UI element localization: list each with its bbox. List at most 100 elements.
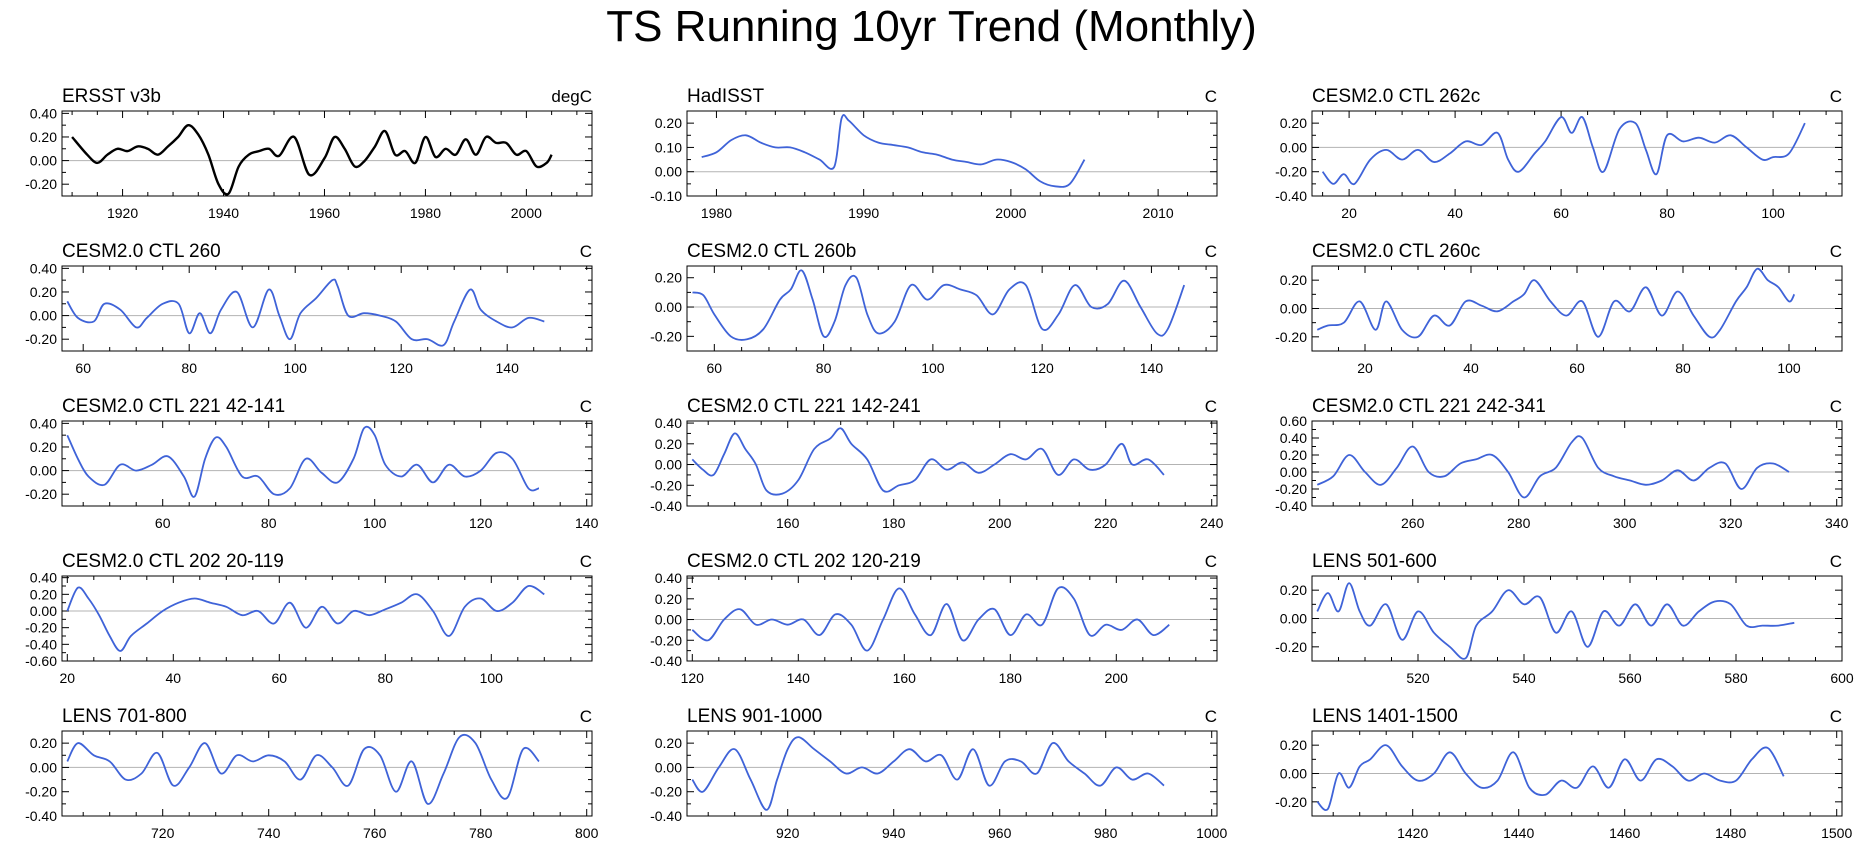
x-tick-label: 1980 [701,205,732,221]
y-tick-label: -0.20 [1275,164,1307,180]
plot-frame [686,730,1218,817]
x-tick-label: 540 [1512,670,1536,686]
x-tick-label: 760 [363,825,387,841]
x-tick-label: 80 [181,360,197,376]
series-line [1316,267,1796,339]
x-tick-label: 2000 [995,205,1026,221]
y-tick-label: 0.20 [30,586,57,602]
x-tick-label: 520 [1406,670,1430,686]
panel-title: CESM2.0 CTL 260c [1312,241,1480,262]
y-tick-label: -0.40 [650,498,682,514]
panel-title: CESM2.0 CTL 202 120-219 [687,551,921,572]
x-tick-label: 2010 [1143,205,1174,221]
series-line [691,586,1170,652]
x-tick-label: 300 [1613,515,1637,531]
x-tick-label: 60 [707,360,723,376]
units-label: C [1830,242,1842,261]
y-tick-label: 0.20 [1280,272,1307,288]
panel-title: CESM2.0 CTL 221 242-341 [1312,396,1546,417]
y-tick-label: -0.20 [1275,329,1307,345]
series-line [66,734,540,805]
y-tick-label: 0.10 [655,139,682,155]
y-tick-label: 0.00 [30,308,57,324]
x-tick-label: 220 [1094,515,1118,531]
x-tick-label: 920 [776,825,800,841]
panel-title: CESM2.0 CTL 260b [687,241,856,262]
y-tick-label: -0.40 [25,636,57,652]
x-tick-label: 80 [816,360,832,376]
plot-frame [61,110,593,197]
x-tick-label: 1990 [848,205,879,221]
x-tick-label: 180 [882,515,906,531]
panel-title: HadISST [687,86,764,107]
y-tick-label: -0.20 [25,331,57,347]
x-tick-label: 100 [1761,205,1785,221]
x-tick-label: 180 [999,670,1023,686]
y-tick-label: 0.00 [1280,301,1307,317]
chart-panel: CESM2.0 CTL 202 20-119 C20 40 60 80 100-0.60-… [25,551,593,686]
y-tick-label: -0.40 [650,653,682,669]
y-tick-label: -0.20 [25,176,57,192]
x-tick-label: 1960 [309,205,340,221]
y-tick-label: 0.20 [655,436,682,452]
y-tick-label: 0.00 [655,759,682,775]
panel-title: LENS 701-800 [62,706,187,727]
x-tick-label: 980 [1094,825,1118,841]
plot-frame [1311,420,1843,507]
series-line [66,278,545,347]
panel-title: CESM2.0 CTL 221 42-141 [62,396,285,417]
panel-title: LENS 901-1000 [687,706,822,727]
x-tick-label: 140 [496,360,520,376]
x-tick-label: 940 [882,825,906,841]
x-tick-label: 80 [1659,205,1675,221]
y-tick-label: 0.20 [30,735,57,751]
x-tick-label: 1480 [1715,825,1746,841]
x-tick-label: 320 [1719,515,1743,531]
chart-panel: CESM2.0 CTL 260b C 60 80 100 120 140 -0.20 0.00 0… [650,241,1218,376]
x-tick-label: 2000 [511,205,542,221]
x-tick-label: 20 [60,670,76,686]
y-tick-label: 0.00 [1280,766,1307,782]
y-tick-label: 0.00 [30,759,57,775]
y-tick-label: 0.20 [655,591,682,607]
units-label: C [1205,397,1217,416]
series-line [1316,582,1795,660]
y-tick-label: -0.20 [650,328,682,344]
y-tick-label: 0.40 [30,260,57,276]
x-tick-label: 60 [1553,205,1569,221]
x-tick-label: 60 [272,670,288,686]
panel-title: CESM2.0 CTL 202 20-119 [62,551,284,572]
series-line [66,425,540,498]
y-tick-label: -0.20 [25,620,57,636]
y-tick-label: 0.20 [655,735,682,751]
plot-frame [61,265,593,352]
y-tick-label: 0.00 [1280,139,1307,155]
y-tick-label: 0.00 [655,164,682,180]
x-tick-label: 120 [681,670,705,686]
y-tick-label: 0.00 [30,153,57,169]
x-tick-label: 560 [1618,670,1642,686]
units-label: C [1830,397,1842,416]
panel-title: LENS 501-600 [1312,551,1437,572]
x-tick-label: 60 [75,360,91,376]
y-tick-label: -0.20 [25,784,57,800]
chart-panel: CESM2.0 CTL 221 42-141 C 60 80 100 120 140 -0.2… [25,396,599,531]
panel-title: CESM2.0 CTL 262c [1312,86,1480,107]
y-tick-label: 0.20 [30,284,57,300]
x-tick-label: 780 [469,825,493,841]
x-tick-label: 960 [988,825,1012,841]
x-tick-label: 140 [787,670,811,686]
x-tick-label: 200 [1105,670,1129,686]
panel-title: CESM2.0 CTL 221 142-241 [687,396,921,417]
y-tick-label: -0.20 [1275,639,1307,655]
x-tick-label: 40 [1463,360,1479,376]
chart-panel: LENS 701-800 C 720 740 760 780 800 -0.40 -0.20 0.… [25,706,599,841]
x-tick-label: 260 [1401,515,1425,531]
x-tick-label: 20 [1341,205,1357,221]
x-tick-label: 40 [166,670,182,686]
x-tick-label: 80 [261,515,277,531]
x-tick-label: 140 [575,515,599,531]
series-line [66,584,545,652]
y-tick-label: 0.00 [1280,611,1307,627]
units-label: C [580,552,592,571]
